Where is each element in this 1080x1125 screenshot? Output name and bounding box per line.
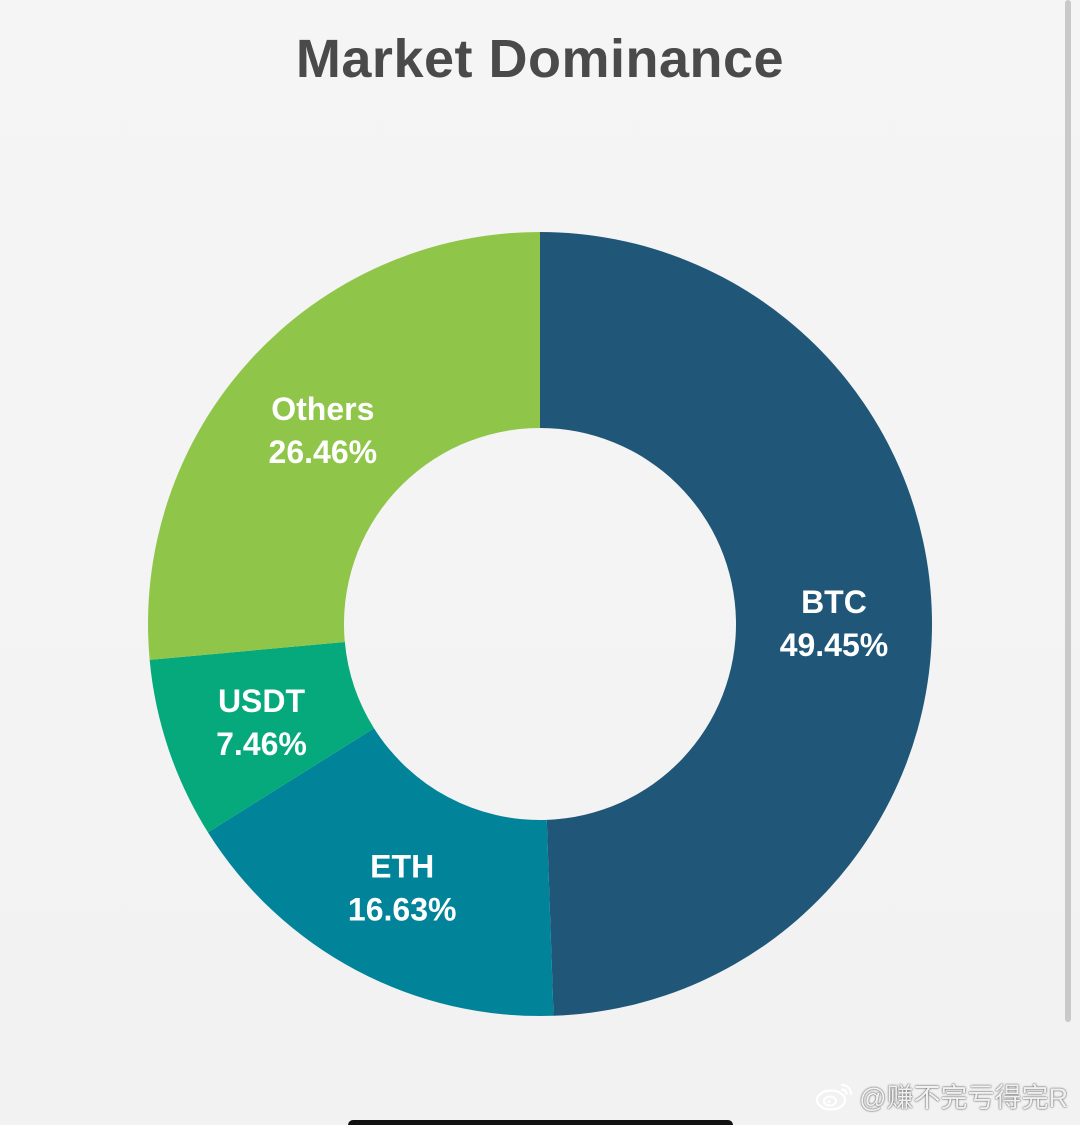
slice-category-others: Others — [271, 391, 374, 427]
donut-slices — [148, 232, 932, 1016]
watermark-text: @赚不完亏得完R — [859, 1083, 1068, 1113]
slice-value-usdt: 7.46% — [216, 726, 307, 762]
watermark: @赚不完亏得完R — [815, 1076, 1068, 1115]
slice-value-others: 26.46% — [269, 434, 378, 470]
donut-labels: BTC 49.45% ETH 16.63% USDT 7.46% Others 26.46% — [216, 391, 888, 928]
home-indicator[interactable] — [348, 1120, 733, 1125]
weibo-icon — [815, 1083, 853, 1111]
slice-value-btc: 49.45% — [780, 627, 889, 663]
slice-value-eth: 16.63% — [348, 892, 457, 928]
slice-label-btc: BTC 49.45% — [780, 584, 889, 663]
slice-btc[interactable] — [540, 232, 932, 1016]
slice-eth[interactable] — [207, 728, 554, 1016]
scrollbar[interactable] — [1065, 0, 1071, 1022]
slice-category-usdt: USDT — [218, 683, 306, 719]
slice-others[interactable] — [148, 232, 540, 660]
chart-title: Market Dominance — [295, 29, 785, 89]
slice-category-btc: BTC — [801, 584, 867, 620]
slice-label-usdt: USDT 7.46% — [216, 683, 307, 762]
slice-label-others: Others 26.46% — [269, 391, 378, 470]
slice-usdt[interactable] — [149, 641, 374, 833]
slice-category-eth: ETH — [370, 849, 434, 885]
slice-label-eth: ETH 16.63% — [348, 849, 457, 928]
